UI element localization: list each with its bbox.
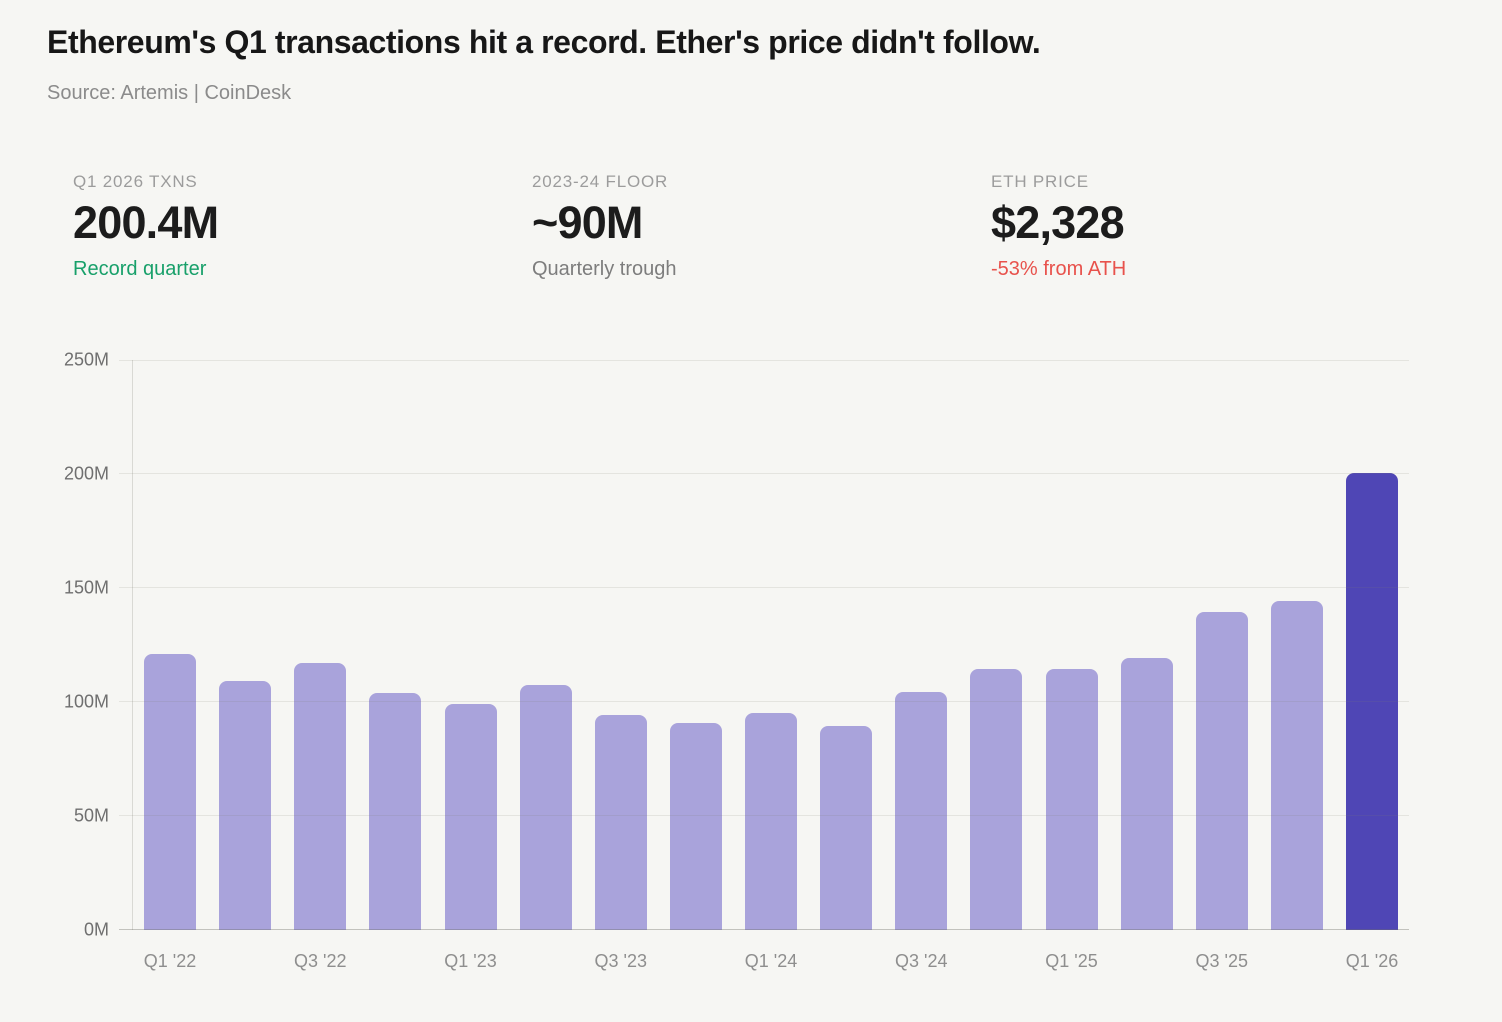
bar [895,691,948,930]
bar-group: Q1 '23 [444,360,497,971]
x-axis-tick-label: Q1 '24 [744,951,798,971]
stat-2023-24-floor: 2023-24 FLOOR ~90M Quarterly trough [532,172,991,281]
bar-group [219,360,272,930]
bar [970,668,1023,930]
bar-group [1270,360,1323,930]
bar [369,692,422,930]
x-axis-tick-label: Q1 '23 [444,951,497,971]
bar-group [519,360,572,930]
bar [1120,657,1173,930]
plot-area: Q1 '22 Q3 '22 Q1 '23 Q3 '23 Q1 '24 Q3 '24 Q1 '… [133,360,1409,971]
bar [294,663,347,930]
bar [519,684,572,930]
bar [594,714,647,930]
bar-highlighted [1346,473,1398,930]
bar-group: Q1 '26 [1346,360,1398,971]
x-axis-tick-label: Q3 '22 [294,951,347,971]
bar [669,722,722,930]
y-axis-tick-label: 100M [63,691,109,712]
bar [1195,611,1248,930]
stat-value: $2,328 [991,197,1125,248]
bar [144,654,196,930]
bar-group: Q1 '24 [745,360,797,971]
y-axis-tick-label: 0M [83,919,109,940]
x-axis-tick-label: Q3 '24 [895,951,948,971]
bar-group: Q1 '22 [144,360,196,971]
y-axis-tick-label: 250M [63,349,109,370]
stat-label: Q1 2026 TXNS [73,172,198,191]
bar-group: Q3 '25 [1195,360,1248,971]
bar-group [820,360,873,930]
stat-value: ~90M [532,197,643,248]
bar [219,681,272,930]
bar [745,713,797,930]
bar-group: Q1 '25 [1045,360,1098,971]
bar-group [369,360,422,930]
bar-group: Q3 '22 [294,360,347,971]
x-axis-tick-label: Q1 '22 [143,951,197,971]
stat-value: 200.4M [73,197,219,248]
bar-group: Q3 '23 [594,360,647,971]
bar-chart: 250M 200M 150M 100M 50M 0M Q1 '22 Q3 '22 Q1 '23… [64,350,1409,971]
stats-row: Q1 2026 TXNS 200.4M Record quarter 2023-… [73,172,1450,281]
stat-q1-2026-txns: Q1 2026 TXNS 200.4M Record quarter [73,172,532,281]
y-axis-tick-label: 150M [63,577,109,598]
x-axis-tick-label: Q3 '25 [1195,951,1248,971]
source-attribution: Source: Artemis | CoinDesk [47,82,292,104]
y-axis-tick-label: 50M [73,805,109,826]
bar [1270,600,1323,930]
bar-group [1120,360,1173,930]
x-axis-tick-label: Q1 '26 [1345,951,1399,971]
x-axis-tick-label: Q3 '23 [594,951,647,971]
stat-label: ETH PRICE [991,172,1089,191]
stat-subtext: Quarterly trough [532,258,677,280]
bar [820,725,873,930]
stat-label: 2023-24 FLOOR [532,172,669,191]
bar [1045,668,1098,930]
bar-group [970,360,1023,930]
stat-subtext: -53% from ATH [991,258,1127,280]
stat-subtext: Record quarter [73,258,207,280]
page-title: Ethereum's Q1 transactions hit a record.… [47,24,1041,60]
bar-group: Q3 '24 [895,360,948,971]
x-axis-tick-label: Q1 '25 [1045,951,1098,971]
stat-eth-price: ETH PRICE $2,328 -53% from ATH [991,172,1450,281]
y-axis-tick-label: 200M [63,463,109,484]
bar-group [669,360,722,930]
bar [444,704,497,930]
